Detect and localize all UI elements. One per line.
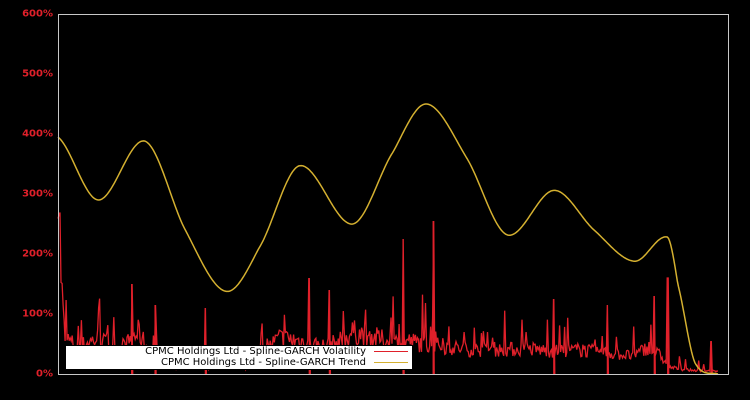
legend-swatch-volatility: [374, 351, 408, 352]
plot-frame: [58, 14, 729, 375]
y-tick-label: 0%: [36, 368, 53, 380]
legend-swatch-trend: [374, 362, 408, 363]
legend: CPMC Holdings Ltd - Spline-GARCH Volatil…: [65, 345, 413, 370]
y-tick-label: 300%: [22, 188, 53, 200]
trend-series: [57, 103, 719, 375]
y-tick-label: 400%: [22, 128, 53, 140]
y-tick-label: 100%: [22, 308, 53, 320]
legend-label-trend: CPMC Holdings Ltd - Spline-GARCH Trend: [160, 357, 366, 368]
y-tick-label: 200%: [22, 248, 53, 260]
volatility-series: [57, 212, 719, 375]
legend-label-volatility: CPMC Holdings Ltd - Spline-GARCH Volatil…: [145, 346, 366, 357]
volatility-line: [57, 212, 719, 375]
legend-item-trend: CPMC Holdings Ltd - Spline-GARCH Trend: [161, 357, 408, 368]
y-tick-label: 500%: [22, 68, 53, 80]
y-tick-label: 600%: [22, 8, 53, 20]
legend-item-volatility: CPMC Holdings Ltd - Spline-GARCH Volatil…: [145, 346, 408, 357]
